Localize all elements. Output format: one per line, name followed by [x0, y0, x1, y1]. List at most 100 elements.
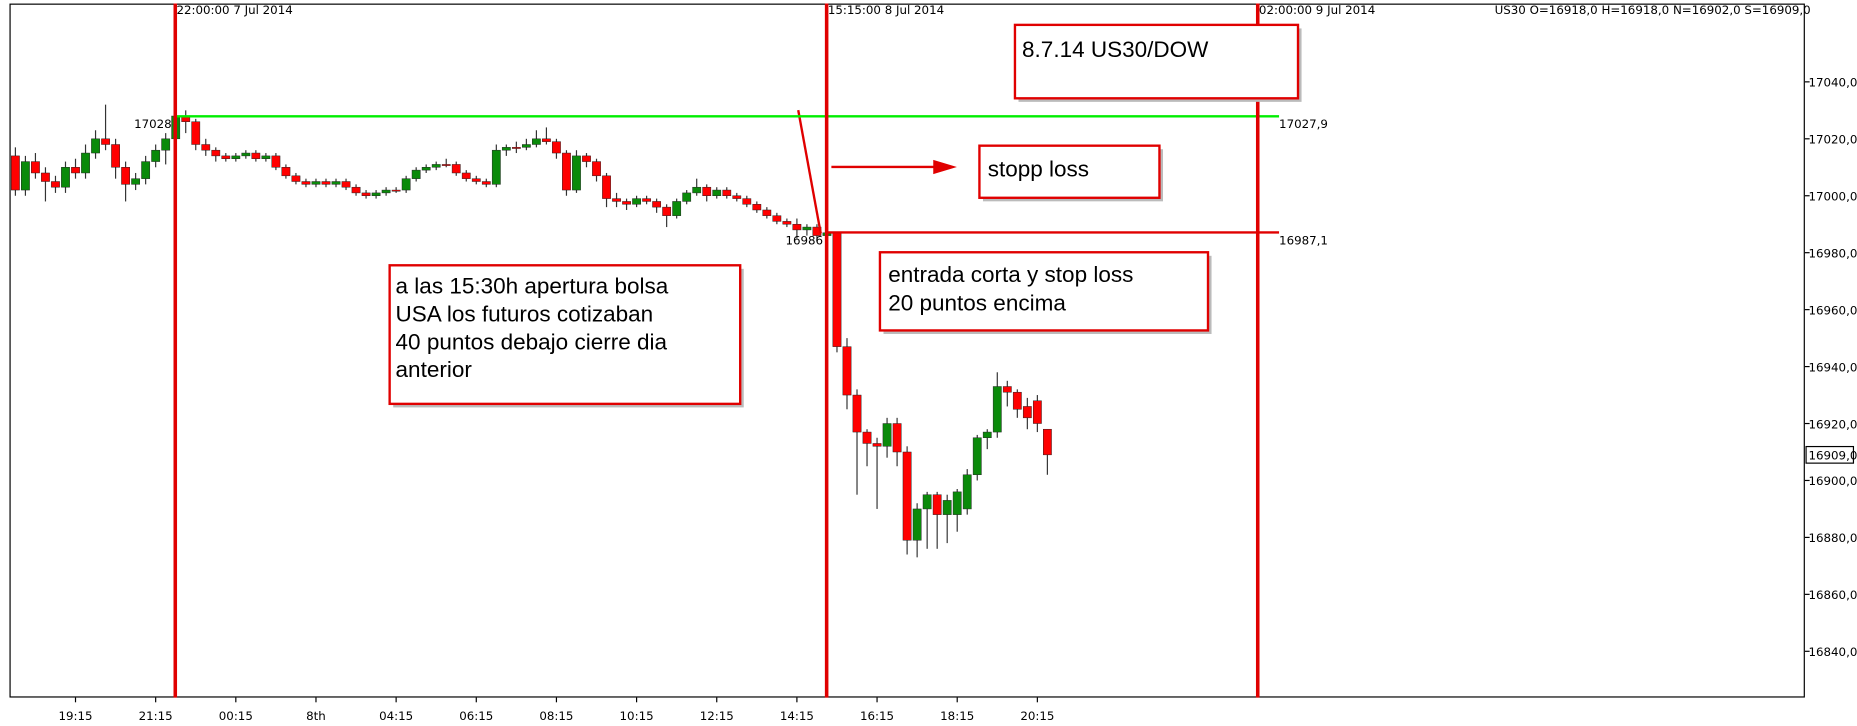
- last-price-box: [1805, 445, 1855, 464]
- candle-body: [612, 198, 621, 202]
- candle-body: [151, 149, 161, 162]
- candle-body: [471, 178, 481, 182]
- candle-body: [832, 232, 842, 347]
- candle-body: [291, 175, 301, 182]
- candle-body: [772, 215, 782, 222]
- candle-body: [501, 147, 511, 151]
- candle-body: [942, 500, 952, 515]
- candle-body: [742, 198, 752, 205]
- candle-body: [61, 167, 70, 188]
- candle-body: [682, 192, 692, 202]
- level-left-label: 17028: [134, 117, 172, 131]
- candle-body: [401, 178, 411, 191]
- candle-body: [882, 423, 892, 447]
- note-text: entrada corta y stop loss: [888, 262, 1133, 287]
- candle-body: [31, 161, 40, 174]
- x-tick-label: 21:15: [139, 709, 173, 723]
- candle-body: [692, 186, 702, 194]
- candle-body: [271, 155, 281, 168]
- note-box: [878, 251, 1210, 332]
- candle-body: [752, 204, 762, 211]
- candle-body: [1012, 391, 1022, 410]
- candle-body: [261, 155, 271, 159]
- arrow-head: [933, 159, 957, 175]
- candle-body: [872, 443, 882, 447]
- x-tick-label: 06:15: [459, 709, 493, 723]
- candle-body: [431, 164, 441, 168]
- x-tick-label: 08:15: [539, 709, 573, 723]
- candle-body: [642, 198, 651, 202]
- note-box: [978, 144, 1161, 199]
- candle-body: [802, 226, 812, 231]
- candle-body: [852, 394, 862, 433]
- candle-body: [712, 189, 722, 196]
- candle-body: [341, 181, 351, 188]
- x-tick-label: 00:15: [219, 709, 253, 723]
- candle-body: [331, 181, 341, 185]
- candle-body: [11, 155, 20, 191]
- note-text: USA los futuros cotizaban: [396, 302, 654, 327]
- candle-body: [101, 138, 110, 145]
- candle-body: [1002, 386, 1012, 393]
- y-tick-label: 16940,0: [1808, 360, 1857, 374]
- y-tick-label: 16880,0: [1808, 531, 1857, 545]
- candle-body: [391, 189, 401, 192]
- note-box: [1013, 23, 1300, 100]
- candle-body: [51, 181, 60, 188]
- candle-body: [572, 155, 581, 191]
- candle-body: [71, 167, 80, 174]
- y-tick-label: 17020,0: [1808, 133, 1857, 147]
- y-tick-label: 16920,0: [1808, 417, 1857, 431]
- candle-body: [211, 149, 221, 157]
- candle-body: [351, 186, 361, 194]
- candle-body: [972, 437, 982, 476]
- time-label: 02:00:00 9 Jul 2014: [1259, 3, 1375, 17]
- note-text: stopp loss: [988, 156, 1089, 181]
- candle-body: [562, 152, 571, 191]
- candle-body: [542, 138, 551, 142]
- candle-body: [1042, 428, 1052, 456]
- candle-body: [1022, 406, 1032, 419]
- candle-body: [842, 346, 852, 396]
- candle-body: [632, 198, 641, 205]
- x-tick-label: 04:15: [379, 709, 413, 723]
- candle-body: [301, 181, 311, 185]
- candle-body: [321, 181, 331, 185]
- candle-body: [221, 155, 231, 159]
- x-tick-label: 8th: [306, 709, 326, 723]
- candle-body: [952, 491, 962, 515]
- plot-frame: [9, 3, 1805, 698]
- status-text: US30 O=16918,0 H=16918,0 N=16902,0 S=169…: [1495, 3, 1811, 17]
- candle-body: [281, 167, 291, 177]
- candle-body: [121, 167, 130, 185]
- candle-body: [732, 195, 742, 199]
- x-tick-label: 18:15: [940, 709, 974, 723]
- candle-body: [912, 508, 922, 541]
- y-tick-label: 16900,0: [1808, 474, 1857, 488]
- candle-body: [962, 474, 972, 510]
- time-label: 15:15:00 8 Jul 2014: [828, 3, 944, 17]
- candle-body: [982, 431, 992, 438]
- note-text: a las 15:30h apertura bolsa: [396, 274, 669, 299]
- level-label: 17027,9: [1279, 117, 1328, 131]
- candles: [11, 104, 1052, 558]
- candle-body: [762, 209, 772, 216]
- note-text: 8.7.14 US30/DOW: [1022, 37, 1209, 62]
- candle-body: [722, 189, 732, 196]
- candle-body: [251, 152, 261, 159]
- y-tick-label: 17040,0: [1808, 76, 1857, 90]
- candle-body: [21, 161, 30, 191]
- y-tick-label: 17000,0: [1808, 189, 1857, 203]
- candle-body: [702, 186, 712, 196]
- y-tick-label: 16960,0: [1808, 303, 1857, 317]
- candle-body: [672, 201, 682, 216]
- x-tick-label: 20:15: [1020, 709, 1054, 723]
- x-tick-label: 10:15: [620, 709, 654, 723]
- note-text: anterior: [396, 357, 473, 382]
- candle-body: [662, 206, 672, 216]
- annotations: 17027,9 17028 16987,1 16986 22:00:00 7 Jul 2…: [134, 3, 1375, 698]
- x-tick-label: 12:15: [700, 709, 734, 723]
- candle-body: [652, 201, 662, 208]
- candle-body: [381, 189, 391, 194]
